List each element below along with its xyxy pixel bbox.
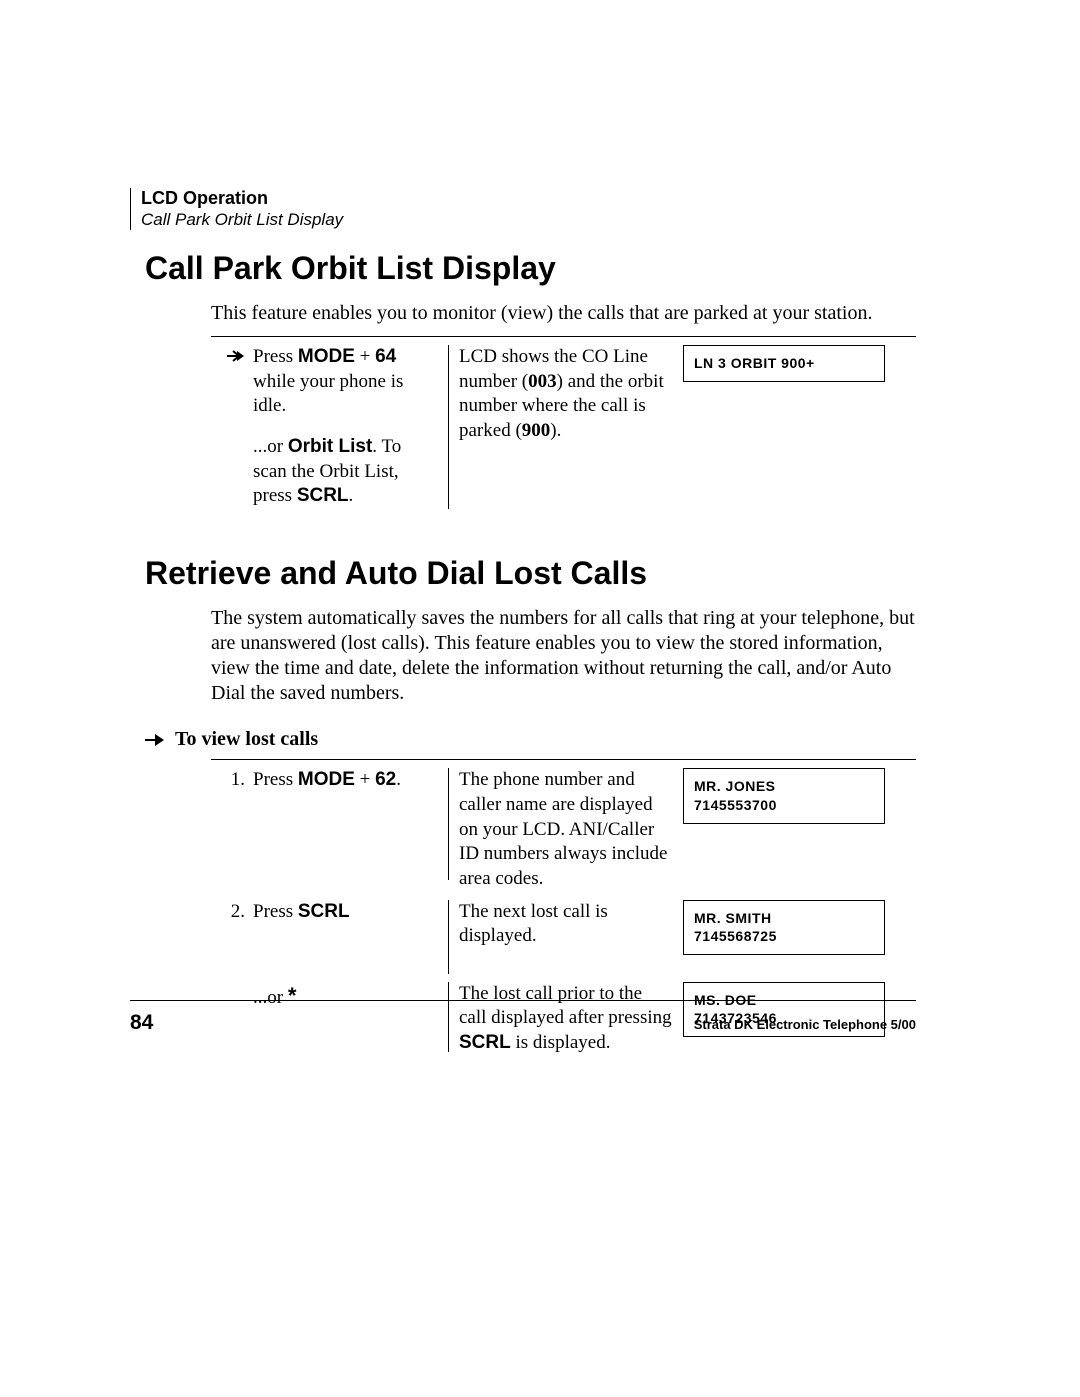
text: while your phone is idle.: [253, 371, 403, 417]
key-label: Orbit List: [288, 436, 372, 457]
text: is displayed.: [511, 1032, 611, 1053]
step-action: Press MODE + 64 while your phone is idle…: [253, 345, 449, 509]
subheading: To view lost calls: [145, 728, 916, 751]
lcd-display: MR. JONES 7145553700: [683, 768, 885, 824]
content-area: Call Park Orbit List Display This featur…: [145, 250, 916, 1056]
step-number: 1.: [211, 768, 253, 793]
key-label: SCRL: [298, 901, 350, 922]
text: ...or: [253, 436, 288, 457]
value: 003: [528, 371, 557, 392]
step-result: The phone number and caller name are dis…: [449, 768, 681, 891]
lcd-display: LN 3 ORBIT 900+: [683, 345, 885, 382]
key-label: MODE: [298, 346, 355, 367]
step-result: LCD shows the CO Line number (003) and t…: [449, 345, 681, 444]
section-name: Call Park Orbit List Display: [141, 210, 343, 230]
text: +: [355, 769, 375, 790]
key-num: 62: [375, 769, 396, 790]
value: 900: [522, 420, 551, 441]
step-lcd: MR. JONES 7145553700: [681, 768, 885, 824]
text: Press: [253, 346, 298, 367]
arrow-icon: [227, 349, 245, 363]
lcd-line: LN 3 ORBIT 900+: [694, 354, 874, 373]
running-header: LCD Operation Call Park Orbit List Displ…: [130, 188, 343, 230]
page-number: 84: [130, 1011, 153, 1035]
step-row: Press MODE + 64 while your phone is idle…: [211, 337, 916, 509]
arrow-icon: [145, 733, 165, 747]
chapter-name: LCD Operation: [141, 188, 343, 210]
section2-intro: The system automatically saves the numbe…: [211, 606, 916, 706]
text: Press: [253, 901, 298, 922]
text: ).: [550, 420, 561, 441]
lcd-line2: 7145568725: [694, 927, 874, 946]
step-number: 2.: [211, 900, 253, 925]
section2-title: Retrieve and Auto Dial Lost Calls: [145, 555, 916, 592]
step-action: Press SCRL: [253, 900, 449, 974]
lcd-display: MR. SMITH 7145568725: [683, 900, 885, 956]
lcd-line1: MR. JONES: [694, 777, 874, 796]
step-action: Press MODE + 62.: [253, 768, 449, 880]
subhead-text: To view lost calls: [175, 728, 318, 751]
key-label: SCRL: [297, 485, 349, 506]
page: LCD Operation Call Park Orbit List Displ…: [0, 0, 1080, 1397]
step-lcd: MR. SMITH 7145568725: [681, 900, 885, 956]
text: +: [355, 346, 375, 367]
footer-doc-title: Strata DK Electronic Telephone 5/00: [694, 1017, 916, 1032]
key-label: MODE: [298, 769, 355, 790]
section1-steps: Press MODE + 64 while your phone is idle…: [211, 337, 916, 509]
text: .: [349, 485, 354, 506]
footer-row: 84 Strata DK Electronic Telephone 5/00: [130, 1001, 916, 1035]
section1-title: Call Park Orbit List Display: [145, 250, 916, 287]
lcd-line1: MR. SMITH: [694, 909, 874, 928]
step-lcd: LN 3 ORBIT 900+: [681, 345, 885, 382]
step-row: 2. Press SCRL The next lost call is disp…: [211, 892, 916, 974]
step-row: 1. Press MODE + 62. The phone number and…: [211, 760, 916, 891]
text: Press: [253, 769, 298, 790]
step-result: The next lost call is displayed.: [449, 900, 681, 949]
key-label: SCRL: [459, 1032, 511, 1053]
lcd-line2: 7145553700: [694, 796, 874, 815]
step-marker: [211, 345, 253, 370]
text: .: [396, 769, 401, 790]
page-footer: 84 Strata DK Electronic Telephone 5/00: [130, 1000, 916, 1035]
key-num: 64: [375, 346, 396, 367]
step-alt: ...or Orbit List. To scan the Orbit List…: [253, 435, 438, 509]
section1-intro: This feature enables you to monitor (vie…: [211, 301, 916, 326]
